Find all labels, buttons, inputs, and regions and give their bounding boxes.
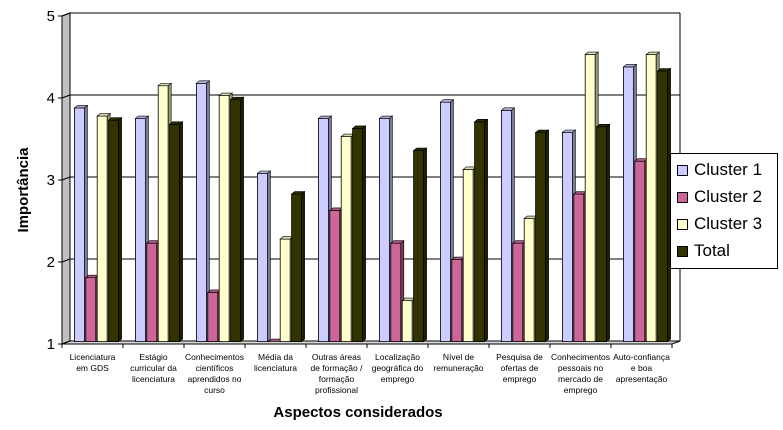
- bar-total: [169, 123, 181, 343]
- gridline-depth: [61, 12, 71, 17]
- bar-cluster-3: [157, 85, 169, 342]
- bar-cluster-1: [378, 118, 390, 342]
- bar-cluster-3: [401, 300, 413, 343]
- x-tick-label: Auto-confiança e boa apresentação: [613, 352, 670, 384]
- bar-cluster-2: [573, 193, 585, 343]
- bar-side: [267, 170, 271, 343]
- bar-cluster-3: [584, 54, 596, 342]
- bar-side: [362, 125, 366, 343]
- bar-cluster-2: [207, 291, 219, 342]
- bar-cluster-2: [329, 209, 341, 342]
- y-axis-title: Importância: [15, 147, 32, 233]
- bar-side: [545, 129, 549, 343]
- bar-cluster-1: [562, 132, 573, 343]
- x-tick-label: Conhecimentos pessoais no mercado de empreg…: [551, 352, 610, 395]
- legend-item: Total: [677, 240, 730, 262]
- legend-item: Cluster 3: [677, 213, 762, 235]
- bar-total: [352, 127, 364, 342]
- bar-cluster-1: [439, 101, 451, 343]
- bar-side: [179, 121, 183, 343]
- gridline-depth: [61, 340, 71, 345]
- bar-side: [484, 118, 488, 343]
- bar-cluster-2: [451, 259, 463, 343]
- bar-cluster-1: [134, 118, 146, 342]
- legend-swatch: [677, 191, 688, 203]
- bar-cluster-1: [74, 107, 85, 342]
- y-tick-label: 1: [47, 336, 55, 353]
- bar-cluster-3: [218, 95, 230, 342]
- y-tick-label: 2: [47, 254, 55, 271]
- bar-total: [413, 150, 425, 342]
- y-tick-label: 5: [47, 8, 55, 25]
- bar-side: [667, 67, 671, 343]
- legend-item: Cluster 1: [677, 159, 762, 181]
- bar-cluster-1: [623, 66, 634, 343]
- bar-total: [535, 132, 546, 343]
- y-tick-label: 4: [47, 90, 55, 107]
- x-tick-label: Estágio curricular da licenciatura: [130, 352, 177, 384]
- bar-side: [240, 96, 244, 343]
- legend-swatch: [677, 164, 688, 176]
- bar-cluster-2: [512, 242, 524, 342]
- bar-cluster-2: [85, 277, 97, 343]
- y-tick-label: 3: [47, 172, 55, 189]
- bar-cluster-3: [645, 54, 657, 342]
- bar-total: [291, 193, 303, 343]
- legend-label: Total: [694, 241, 730, 260]
- bar-cluster-2: [390, 242, 402, 342]
- bar-total: [657, 70, 668, 343]
- bar-side: [423, 147, 427, 343]
- legend-swatch: [677, 218, 688, 230]
- bar-cluster-2: [634, 160, 646, 342]
- gridline-depth: [61, 258, 71, 263]
- legend-item: Cluster 2: [677, 186, 762, 208]
- gridline-depth: [61, 176, 71, 181]
- bar-side: [606, 123, 610, 343]
- legend-label: Cluster 3: [694, 214, 763, 233]
- bar-cluster-1: [195, 82, 207, 342]
- bar-cluster-1: [500, 109, 512, 343]
- legend-swatch: [677, 245, 688, 257]
- x-tick-label: Nível de remuneração: [433, 352, 483, 373]
- bar-cluster-2: [146, 242, 158, 342]
- x-tick-label: Conhecimentos científicos aprendidos no cur…: [185, 352, 244, 395]
- bar-cluster-1: [256, 173, 268, 343]
- bar-side: [118, 117, 122, 343]
- bar-cluster-3: [279, 238, 291, 343]
- bar-total: [596, 126, 607, 342]
- x-tick-label: Pesquisa de ofertas de emprego: [496, 352, 543, 384]
- bar-cluster-3: [340, 136, 352, 343]
- bar-cluster-3: [523, 218, 535, 343]
- bar-total: [474, 121, 486, 342]
- bar-cluster-1: [317, 118, 329, 342]
- gridline-depth: [61, 94, 71, 99]
- x-tick-label: Média da licenciatura: [254, 352, 297, 373]
- legend-label: Cluster 2: [694, 187, 763, 206]
- x-tick-label: Localização geográfica do emprego: [372, 352, 424, 384]
- bar-cluster-3: [96, 115, 108, 342]
- bar-side: [301, 190, 305, 343]
- bar-total: [230, 99, 242, 342]
- bar-total: [108, 119, 119, 342]
- legend-label: Cluster 1: [694, 160, 763, 179]
- x-tick-label: Licenciatura em GDS: [70, 352, 116, 373]
- x-tick-label: Outras áreas de formação / formação profiss…: [311, 352, 364, 395]
- chart-legend: Cluster 1 Cluster 2 Cluster 3 Total: [670, 153, 778, 269]
- bar-cluster-3: [462, 168, 474, 342]
- x-axis-title: Aspectos considerados: [273, 404, 442, 421]
